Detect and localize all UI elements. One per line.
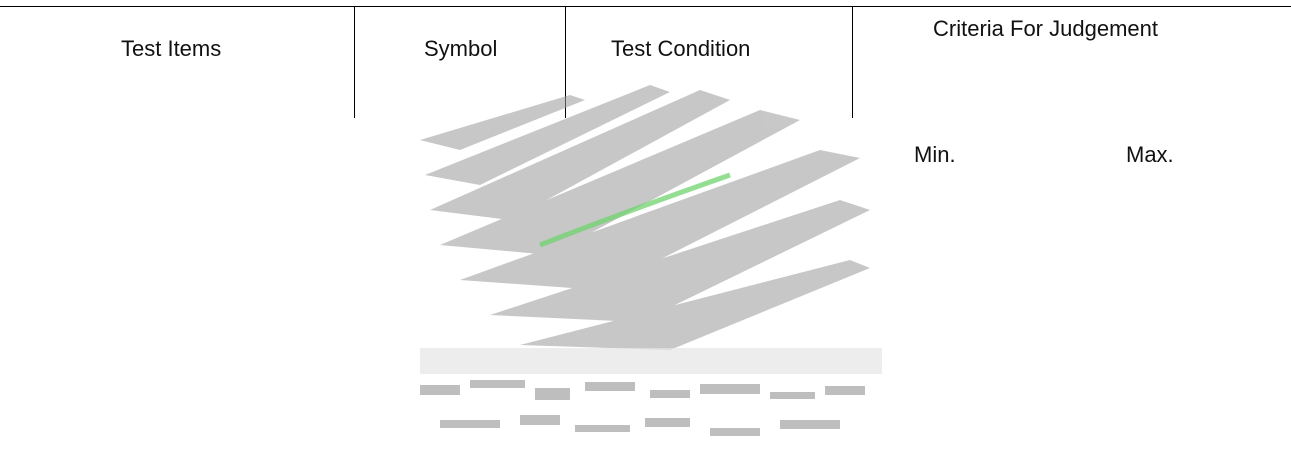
header-test-condition: Test Condition: [611, 36, 751, 61]
header-min: Min.: [914, 142, 956, 167]
column-divider-2: [565, 6, 566, 118]
header-test-items: Test Items: [121, 36, 222, 61]
watermark-logo: [420, 85, 882, 436]
header-criteria-for-judgement: Criteria For Judgement: [933, 16, 1158, 41]
header-max: Max.: [1126, 142, 1174, 167]
header-symbol: Symbol: [424, 36, 498, 61]
column-divider-3: [852, 6, 853, 118]
column-divider-1: [354, 6, 355, 118]
table-top-border: [0, 6, 1291, 7]
